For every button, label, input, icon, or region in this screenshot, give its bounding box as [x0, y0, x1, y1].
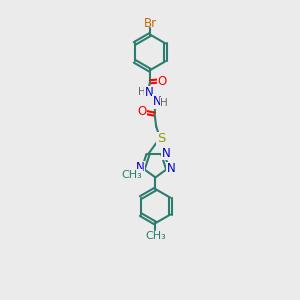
- Text: O: O: [158, 74, 167, 88]
- Text: N: N: [136, 161, 144, 174]
- Text: H: H: [138, 87, 146, 97]
- Text: N: N: [153, 95, 162, 108]
- Text: H: H: [160, 98, 168, 108]
- Text: N: N: [162, 147, 171, 160]
- Text: N: N: [167, 162, 176, 175]
- Text: CH₃: CH₃: [122, 170, 142, 180]
- Text: S: S: [157, 133, 166, 146]
- Text: N: N: [145, 86, 153, 100]
- Text: CH₃: CH₃: [145, 231, 166, 241]
- Text: O: O: [137, 105, 147, 119]
- Text: Br: Br: [143, 17, 157, 30]
